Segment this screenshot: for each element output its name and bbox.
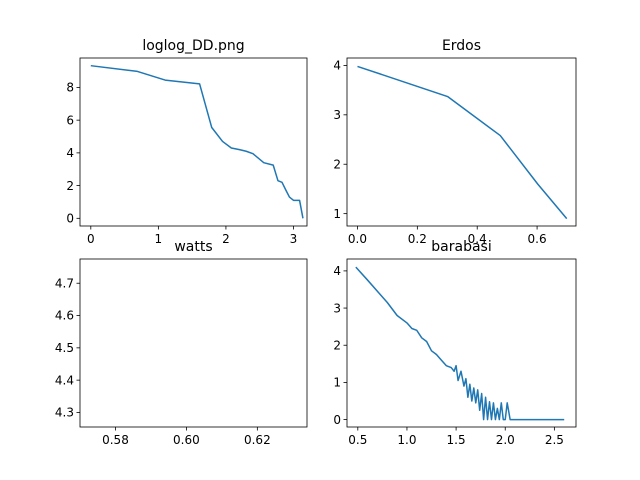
subplot-title: barabasi [431,239,491,255]
axes-frame [79,57,308,227]
y-tick-label: 4.4 [55,373,74,387]
x-tick-label: 1.0 [397,433,416,447]
subplot-4: 0.5 1.0 1.5 2.0 2.5 0 1 2 3 4 barabasi [333,239,577,447]
x-tick-label: 0.4 [468,232,487,246]
x-tick-label: 0.0 [348,232,367,246]
x-tick-label: 0.5 [348,433,367,447]
x-tick-label: 0.58 [102,433,129,447]
y-tick-label: 4 [333,264,341,278]
subplot-title: watts [174,239,212,255]
x-tick-label: 2.5 [545,433,564,447]
y-tick-label: 4.5 [55,341,74,355]
y-tick-label: 1 [333,376,341,390]
x-tick-label: 1 [155,232,163,246]
y-tick-label: 2 [333,338,341,352]
y-tick-label: 4 [333,59,341,73]
x-tick-label: 2.0 [496,433,515,447]
series-line-4-1 [355,266,565,421]
y-tick-label: 4 [66,146,74,160]
subplot-1: 0 1 2 3 0 2 4 6 8 loglog_DD.png [66,38,308,246]
y-tick-label: 1 [333,207,341,221]
series-line-2-1 [357,65,568,220]
y-tick-label: 2 [66,179,74,193]
subplot-title: loglog_DD.png [142,38,244,54]
x-tick-label: 1.5 [447,433,466,447]
axes-frame [346,57,577,227]
y-tick-label: 0 [333,413,341,427]
subplot-title: Erdos [442,38,481,54]
x-tick-label: 0.60 [173,433,200,447]
y-tick-label: 4.3 [55,406,74,420]
x-tick-label: 0 [87,232,95,246]
subplot-3: 0.58 0.60 0.62 4.3 4.4 4.5 4.6 4.7 watts [55,239,308,447]
y-tick-label: 3 [333,108,341,122]
x-tick-label: 0.6 [528,232,547,246]
y-tick-label: 8 [66,81,74,95]
series-line-1-1 [90,64,304,219]
x-tick-label: 2 [222,232,230,246]
axes-frame [79,258,308,428]
y-tick-label: 6 [66,113,74,127]
y-tick-label: 2 [333,157,341,171]
x-tick-label: 0.2 [408,232,427,246]
axes-frame [346,258,577,428]
y-tick-label: 3 [333,301,341,315]
y-tick-label: 0 [66,212,74,226]
y-tick-label: 4.6 [55,309,74,323]
x-tick-label: 0.62 [244,433,271,447]
x-tick-label: 3 [290,232,298,246]
y-tick-label: 4.7 [55,276,74,290]
subplot-2: 0.0 0.2 0.4 0.6 1 2 3 4 Erdos [333,38,577,246]
